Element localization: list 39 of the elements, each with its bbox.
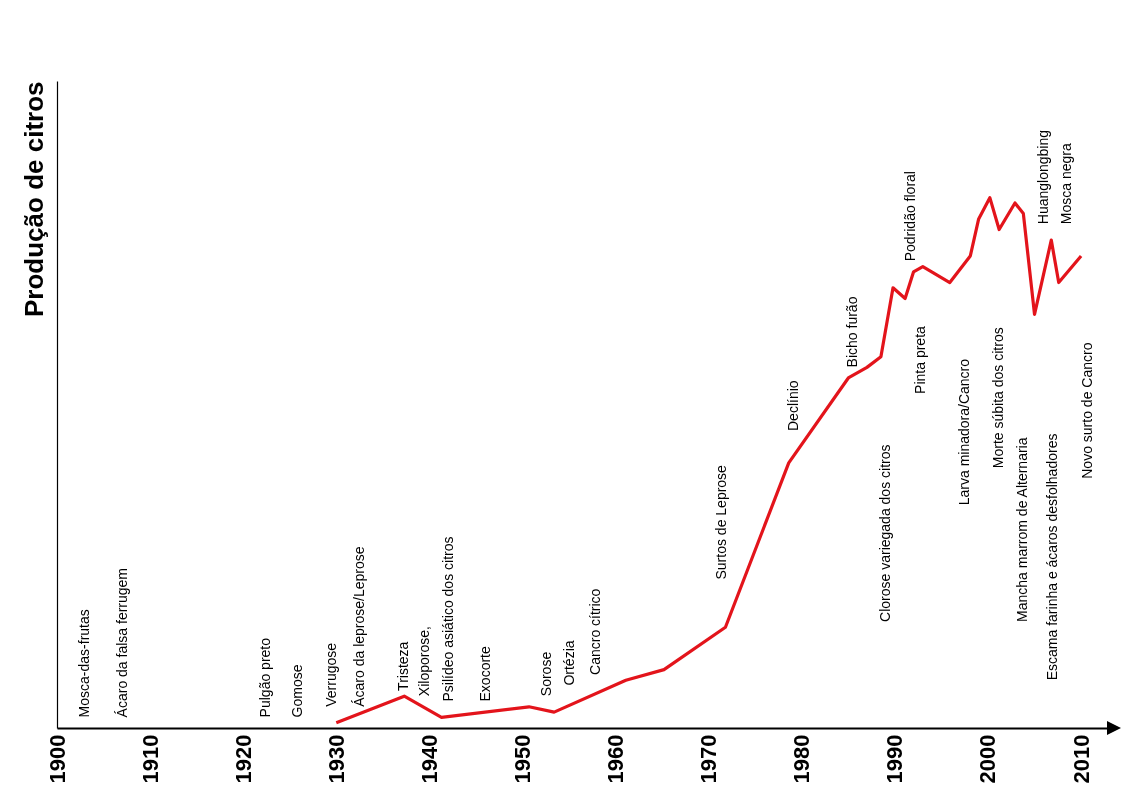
y-axis-title: Produção de citros xyxy=(18,81,49,317)
annotation: Mosca negra xyxy=(1057,143,1074,225)
annotation: Ácaro da falsa ferrugem xyxy=(114,567,131,718)
annotation: Xiloporose, xyxy=(416,626,433,697)
annotation: Novo surto de Cancro xyxy=(1078,342,1095,479)
x-tick-label: 1930 xyxy=(323,734,349,784)
annotation: Ortézia xyxy=(561,640,578,686)
annotation: Tristeza xyxy=(395,641,412,691)
x-tick-label: 1910 xyxy=(137,734,163,784)
annotation: Clorose variegada dos citros xyxy=(876,444,893,622)
annotation: Huanglongbing xyxy=(1034,129,1051,225)
annotation: Pinta preta xyxy=(911,325,928,394)
x-tick-label: 1940 xyxy=(416,734,442,784)
annotation: Verrugose xyxy=(322,642,339,707)
x-tick-label: 2000 xyxy=(975,734,1001,784)
x-tick-label: 2010 xyxy=(1068,734,1094,784)
annotation: Bicho furão xyxy=(844,296,861,368)
x-tick-label: 1960 xyxy=(603,734,629,784)
x-tick-label: 1920 xyxy=(230,734,256,784)
annotation: Podridão floral xyxy=(902,171,919,262)
annotation: Declínio xyxy=(785,380,802,432)
x-tick-label: 1970 xyxy=(696,734,722,784)
annotation: Exocorte xyxy=(477,646,494,702)
annotation: Pulgão preto xyxy=(257,637,274,718)
annotation: Mosca-das-frutas xyxy=(76,609,93,718)
x-tick-label: 1990 xyxy=(882,734,908,784)
annotation: Morte súbita dos citros xyxy=(989,327,1006,469)
annotation: Ácaro da leprose/Leprose xyxy=(350,546,367,707)
annotation: Escama farinha e ácaros desfolhadores xyxy=(1044,433,1061,681)
annotation: Mancha marrom de Alternaria xyxy=(1013,437,1030,622)
x-tick-label: 1950 xyxy=(509,734,535,784)
x-tick-label: 1900 xyxy=(44,734,70,784)
annotation: Surtos de Leprose xyxy=(712,464,729,580)
annotation: Cancro cítrico xyxy=(586,588,603,675)
annotation: Psilídeo asiático dos citros xyxy=(440,536,457,702)
annotation: Gomose xyxy=(288,664,305,718)
annotation: Larva minadora/Cancro xyxy=(955,358,972,506)
x-tick-label: 1980 xyxy=(789,734,815,784)
annotation: Sorose xyxy=(538,651,555,697)
